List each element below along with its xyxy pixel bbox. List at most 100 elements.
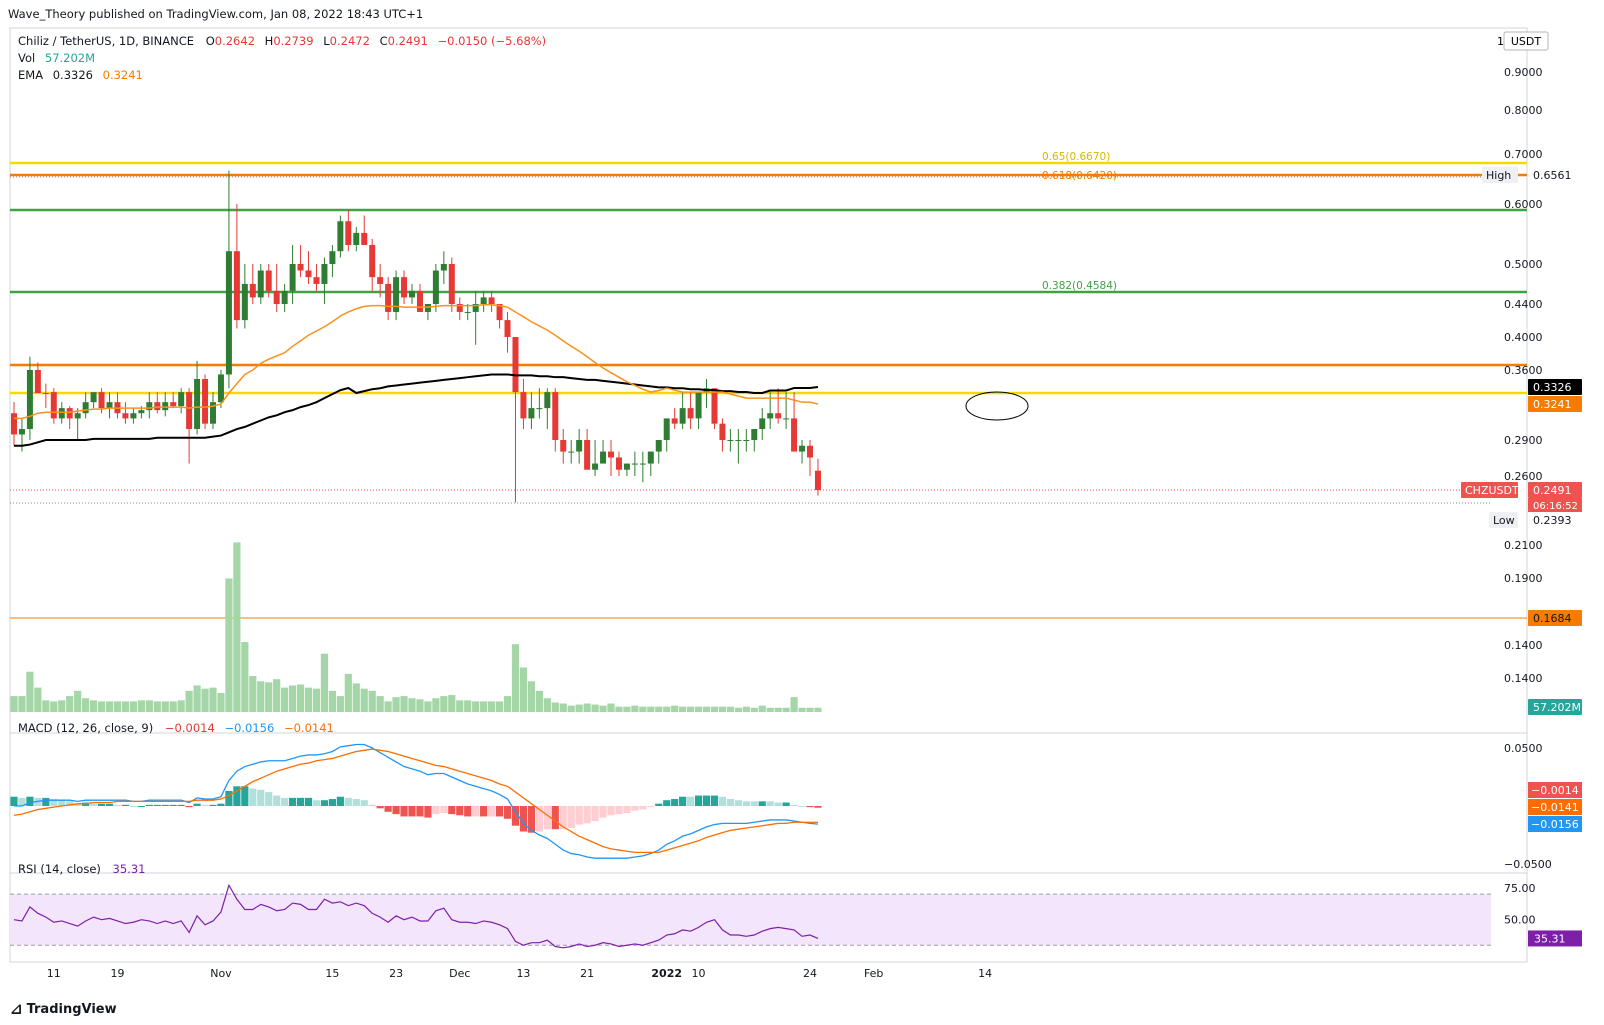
volume-bar (583, 703, 591, 712)
macd-badge (1528, 799, 1582, 815)
macd-histogram-bar (145, 804, 153, 806)
macd-histogram-bar (758, 801, 766, 806)
volume-bar (153, 701, 161, 712)
candle-body (369, 244, 376, 278)
volume-bar (289, 685, 297, 712)
tradingview-logo-icon: ⊿ (10, 1000, 23, 1018)
candle-body (337, 221, 344, 252)
macd-tick-label: −0.0500 (1504, 858, 1552, 871)
candle-body (194, 379, 201, 430)
vol-label: Vol (18, 51, 35, 65)
macd-histogram-bar (679, 796, 687, 806)
candle-body (385, 283, 392, 312)
volume-bar (503, 696, 512, 712)
candle-body (671, 418, 678, 424)
macd-histogram-bar (806, 806, 814, 808)
price-badges: 0.6561 High 0.3326 0.3241 0.2491 CHZUSDT 06:16… (1461, 167, 1582, 715)
time-tick-label: 10 (692, 967, 706, 980)
macd-badge (1528, 782, 1582, 798)
price-badge-value: 0.2393 (1533, 514, 1572, 527)
volume-bar (185, 690, 193, 712)
volume-bar (281, 687, 289, 712)
ohlc-l-label: L (323, 34, 330, 48)
currency-box[interactable] (1503, 31, 1549, 51)
candle-body (186, 392, 193, 430)
macd-histogram-bar (488, 806, 496, 817)
macd-histogram-bar (702, 795, 711, 806)
vol-value: 57.202M (45, 51, 95, 65)
candle-body (241, 283, 248, 321)
macd-histogram-bar (567, 806, 575, 829)
macd-histogram-bar (360, 800, 368, 806)
candle-body (504, 320, 511, 337)
macd-histogram-bar (320, 800, 329, 806)
volume-bar (440, 696, 448, 712)
volume-bar (559, 703, 567, 712)
volume-bar (113, 701, 122, 712)
price-tick-label: 0.1900 (1504, 572, 1543, 585)
horizontal-levels: 0.65(0.6670) 0.618(0.6420) 0.382(0.4584) (10, 151, 1527, 619)
candle-body (82, 402, 89, 414)
candle-body (66, 408, 73, 419)
price-badge-tag (1461, 482, 1518, 498)
candle-body (130, 413, 137, 419)
time-tick-label: Dec (449, 967, 470, 980)
candle-body (225, 251, 232, 375)
price-badge (1528, 396, 1582, 412)
publisher-line: Wave_Theory published on TradingView.com… (8, 7, 424, 21)
price-tick-label: 0.5000 (1504, 258, 1543, 271)
macd-histogram-bar (448, 806, 456, 815)
candle-body (202, 379, 209, 424)
volume-bar (679, 706, 687, 712)
macd-histogram-bar (535, 806, 543, 832)
volume-bar (360, 688, 368, 712)
ema-long-value: 0.3326 (53, 68, 93, 82)
time-tick-label: 13 (516, 967, 530, 980)
volume-bar (105, 701, 114, 712)
macd-histogram-bar (663, 800, 671, 806)
candle-body (480, 297, 487, 304)
time-tick-label: Nov (210, 967, 232, 980)
candle-body (623, 463, 630, 470)
candle-body (313, 277, 320, 284)
macd-badge (1528, 816, 1582, 832)
rsi-line (13, 883, 819, 949)
macd-histogram-bar (352, 799, 360, 806)
price-tick-label: 0.2100 (1504, 539, 1543, 552)
candle-body (273, 290, 280, 304)
volume-bar (472, 701, 480, 712)
volume-bar (448, 695, 456, 712)
ohlc-h-value: 0.2739 (273, 34, 313, 48)
macd-histogram-bar (376, 806, 384, 809)
time-tick-label: 23 (389, 967, 403, 980)
price-badge-tag-label: CHZUSDT (1465, 484, 1519, 497)
candle-body (74, 413, 81, 419)
volume-bar (408, 698, 416, 712)
candle-body (424, 304, 431, 312)
volume-bar (225, 578, 233, 712)
macd-histogram-bar (90, 803, 98, 806)
macd-histogram-bar (503, 806, 512, 819)
volume-bar (774, 707, 782, 712)
macd-legend: MACD (12, 26, close, 9) −0.0014 −0.0156 … (18, 721, 334, 735)
macd-histogram-bar (281, 797, 289, 806)
level-label: 0.65(0.6670) (1042, 151, 1110, 163)
macd-histogram-bar (113, 804, 122, 806)
price-tick-label: 0.1400 (1504, 672, 1543, 685)
macd-histogram-bar (201, 804, 209, 806)
level-label: 0.618(0.6420) (1042, 170, 1117, 182)
macd-badge-value: −0.0141 (1531, 801, 1579, 814)
macd-histogram-bar (42, 797, 50, 806)
candle-body (647, 451, 654, 464)
candle-body (512, 337, 519, 393)
macd-histogram-bar (121, 804, 130, 806)
candle-body (18, 429, 25, 435)
candle-body (361, 232, 368, 245)
macd-histogram-bar (153, 804, 161, 806)
ohlc-c-label: C (380, 34, 388, 48)
candle-body (305, 270, 312, 278)
price-badge-value: 57.202M (1533, 701, 1581, 714)
candle-body (393, 277, 400, 312)
